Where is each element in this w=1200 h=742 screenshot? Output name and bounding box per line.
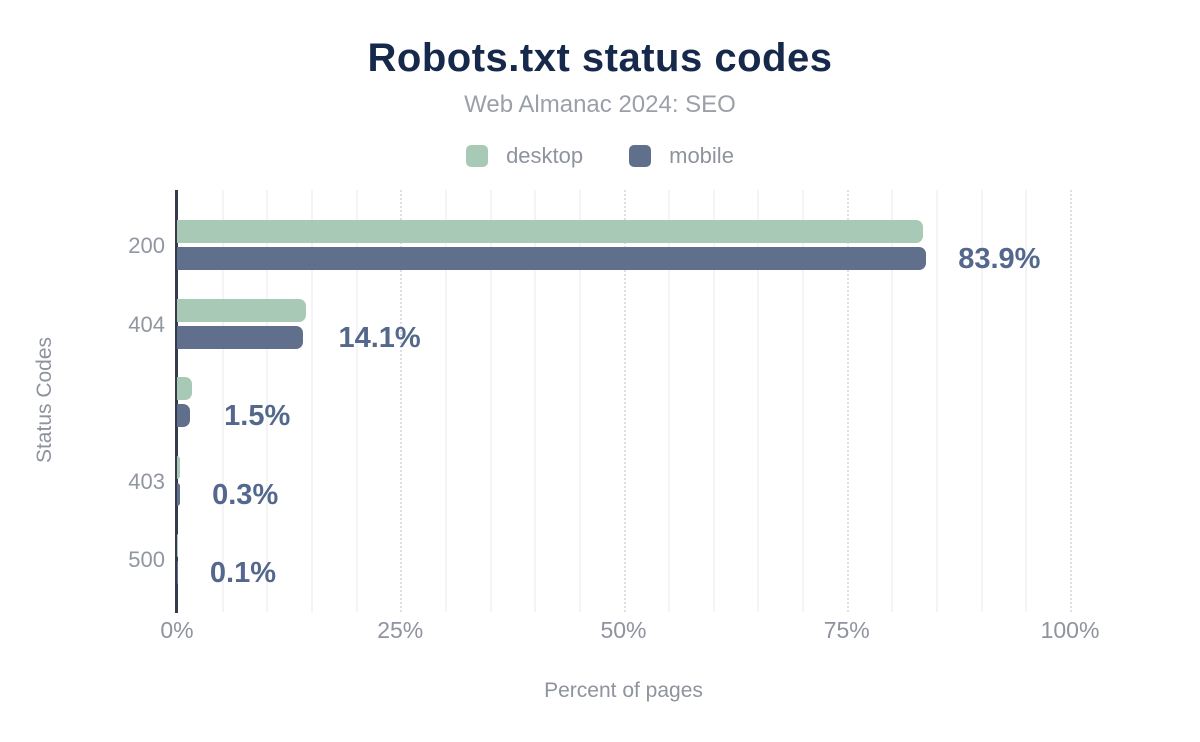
bar-mobile-404: [177, 325, 303, 349]
value-label: 0.3%: [212, 478, 279, 511]
legend-item-desktop[interactable]: desktop: [466, 143, 583, 169]
x-tick-label: 100%: [1040, 617, 1100, 643]
major-gridline: [846, 190, 849, 612]
minor-gridline: [578, 190, 581, 612]
category-label-500: 500: [128, 547, 165, 572]
legend-swatch-desktop: [466, 145, 489, 167]
plot-area: 83.9% 14.1% 1.5% 0.3% 0.1% 0% 25% 50% 75% 100%: [160, 190, 1099, 643]
minor-gridline: [266, 190, 269, 612]
x-tick-label: 0%: [160, 617, 194, 643]
minor-gridline: [489, 190, 492, 612]
chart-subtitle: Web Almanac 2024: SEO: [464, 91, 736, 118]
legend-item-mobile[interactable]: mobile: [629, 143, 734, 169]
bar-desktop-403: [177, 455, 181, 479]
x-tick-label: 50%: [600, 617, 647, 643]
major-gridline: [400, 190, 403, 612]
category-label-200: 200: [128, 233, 165, 258]
bar-desktop-blank: [177, 377, 193, 400]
minor-gridline: [221, 190, 224, 612]
category-label-blank: [45, 390, 165, 416]
value-label: 1.5%: [224, 400, 291, 432]
minor-gridline: [1025, 190, 1028, 612]
bar-desktop-404: [177, 298, 307, 322]
x-axis-title: Percent of pages: [544, 679, 703, 702]
minor-gridline: [668, 190, 671, 612]
minor-gridline: [444, 190, 447, 612]
legend-swatch-mobile: [629, 145, 652, 167]
major-gridline: [1070, 190, 1072, 612]
legend-label: mobile: [669, 143, 734, 168]
category-label-404: 404: [128, 311, 165, 337]
bar-desktop-200: [177, 220, 923, 243]
legend: desktop mobile: [0, 143, 1200, 169]
category-label-403: 403: [128, 468, 165, 494]
bar-desktop-500: [177, 534, 178, 557]
major-gridline: [623, 190, 626, 612]
value-label: 14.1%: [338, 321, 421, 354]
chart-title: Robots.txt status codes: [367, 36, 833, 80]
minor-gridline: [980, 190, 983, 612]
bar-mobile-blank: [177, 404, 191, 427]
value-label: 83.9%: [958, 243, 1041, 275]
bar-mobile-403: [177, 482, 180, 506]
minor-gridline: [310, 190, 313, 612]
bar-mobile-500: [177, 561, 178, 584]
minor-gridline: [936, 190, 939, 612]
minor-gridline: [712, 190, 715, 612]
legend-label: desktop: [506, 143, 584, 168]
minor-gridline: [355, 190, 358, 612]
minor-gridline: [891, 190, 894, 612]
minor-gridline: [534, 190, 537, 612]
value-label: 0.1%: [209, 557, 276, 589]
x-tick-label: 25%: [377, 617, 424, 643]
minor-gridline: [802, 190, 805, 612]
x-tick-label: 75%: [823, 617, 870, 643]
minor-gridline: [757, 190, 760, 612]
y-axis-line: [175, 190, 178, 613]
bar-mobile-200: [177, 247, 927, 270]
